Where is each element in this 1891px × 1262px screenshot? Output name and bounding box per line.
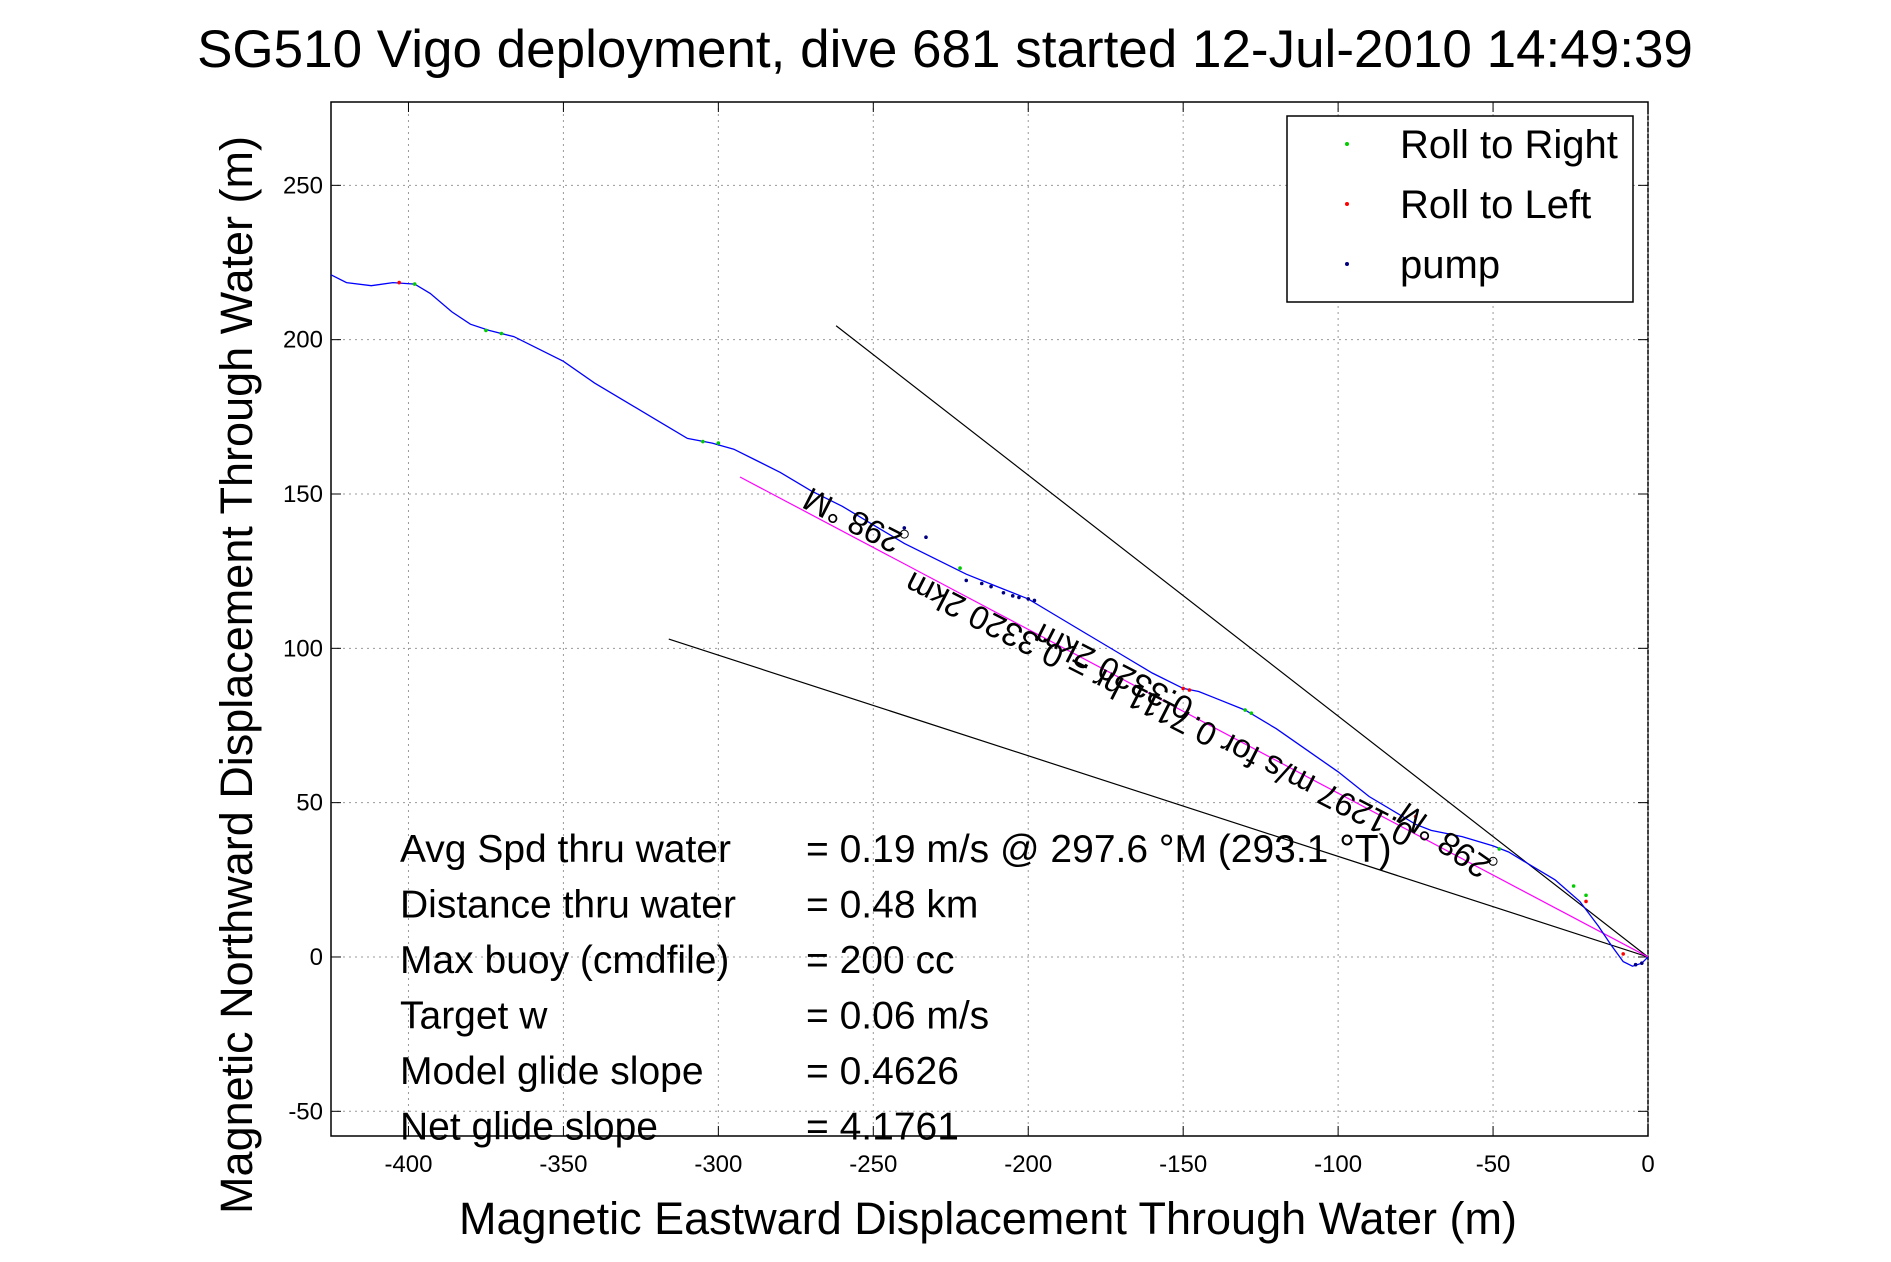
roll-left-point [1187,688,1192,692]
stats-block: Avg Spd thru water = 0.19 m/s @ 297.6 °M … [400,828,1392,1149]
pump-point [1640,961,1644,965]
points-layer [397,280,1644,967]
roll-right-point [701,439,705,444]
y-tick-label: 200 [283,327,323,354]
legend-marker [1345,142,1349,146]
x-tick-label: -300 [694,1151,742,1178]
legend-box [1286,115,1634,303]
pump-point [902,526,907,530]
stat-value: = 0.48 km [806,884,978,927]
y-tick-label: -50 [288,1098,323,1125]
pump-point [1001,590,1006,595]
y-tick-label: 50 [296,790,323,817]
pump-point [1026,597,1031,601]
y-tick-label: 0 [310,944,323,971]
x-tick-label: 0 [1641,1151,1654,1178]
stat-value: = 200 cc [806,939,955,982]
x-tick-label: -350 [539,1151,587,1178]
gridlines [331,102,1649,1136]
roll-left-point [1584,899,1588,904]
chart-title: SG510 Vigo deployment, dive 681 started … [197,20,1693,79]
roll-left-point [1621,952,1626,956]
pump-point [1633,962,1638,967]
roll-right-point [484,328,488,333]
roll-right-point [1243,708,1247,712]
x-axis-ticks: -400 -350 -300 -250 -200 -150 -100 -50 0 [384,102,1655,1178]
pump-point [924,535,928,540]
roll-right-point [716,441,721,445]
legend: Roll to Right Roll to Left pump [1286,115,1634,303]
stat-value: = 0.19 m/s @ 297.6 °M (293.1 °T) [806,828,1392,871]
pump-point [1017,595,1021,600]
y-axis-ticks: 250 200 150 100 50 0 -50 [283,172,1648,1125]
y-tick-label: 150 [283,481,323,508]
x-tick-label: -200 [1004,1151,1052,1178]
y-axis-label: Magnetic Northward Displacement Through … [211,136,262,1214]
roll-right-point [1497,847,1502,851]
stat-label: Target w [400,995,548,1038]
pump-point [1010,594,1015,598]
roll-right-point [958,566,962,570]
heading-marker [899,529,909,539]
pump-point [979,581,984,586]
roll-left-point [1413,814,1418,819]
roll-right-point [1584,893,1588,898]
x-axis-label: Magnetic Eastward Displacement Through W… [459,1193,1517,1244]
legend-label: Roll to Right [1400,123,1618,167]
stat-value: = 4.1761 [806,1106,959,1149]
stat-label: Model glide slope [400,1050,704,1093]
x-tick-label: -150 [1159,1151,1207,1178]
roll-right-point [1249,711,1254,715]
x-tick-label: -250 [849,1151,897,1178]
stat-label: Net glide slope [400,1106,658,1149]
roll-left-point [397,280,401,285]
reference-line-2 [668,638,1648,958]
legend-marker [1345,262,1349,266]
roll-left-point [1181,686,1185,691]
roll-right-point [1571,884,1576,888]
x-tick-label: -50 [1476,1151,1511,1178]
x-tick-label: -100 [1314,1151,1362,1178]
stat-value: = 0.4626 [806,1050,959,1093]
roll-right-point [412,282,417,286]
y-tick-label: 100 [283,635,323,662]
heading-marker [1488,856,1498,866]
legend-marker [1345,202,1349,206]
stat-label: Avg Spd thru water [400,828,731,871]
legend-label: Roll to Left [1400,183,1591,227]
pump-point [1032,598,1037,603]
pump-point [964,578,969,583]
reference-line-1 [835,325,1648,958]
stat-value: = 0.06 m/s [806,995,989,1038]
stat-label: Max buoy (cmdfile) [400,939,729,982]
legend-label: pump [1400,243,1500,287]
y-tick-label: 250 [283,172,323,199]
x-tick-label: -400 [384,1151,432,1178]
roll-right-point [499,331,504,336]
reference-line-3 [739,476,1648,958]
stat-label: Distance thru water [400,884,736,927]
pump-point [989,584,993,589]
